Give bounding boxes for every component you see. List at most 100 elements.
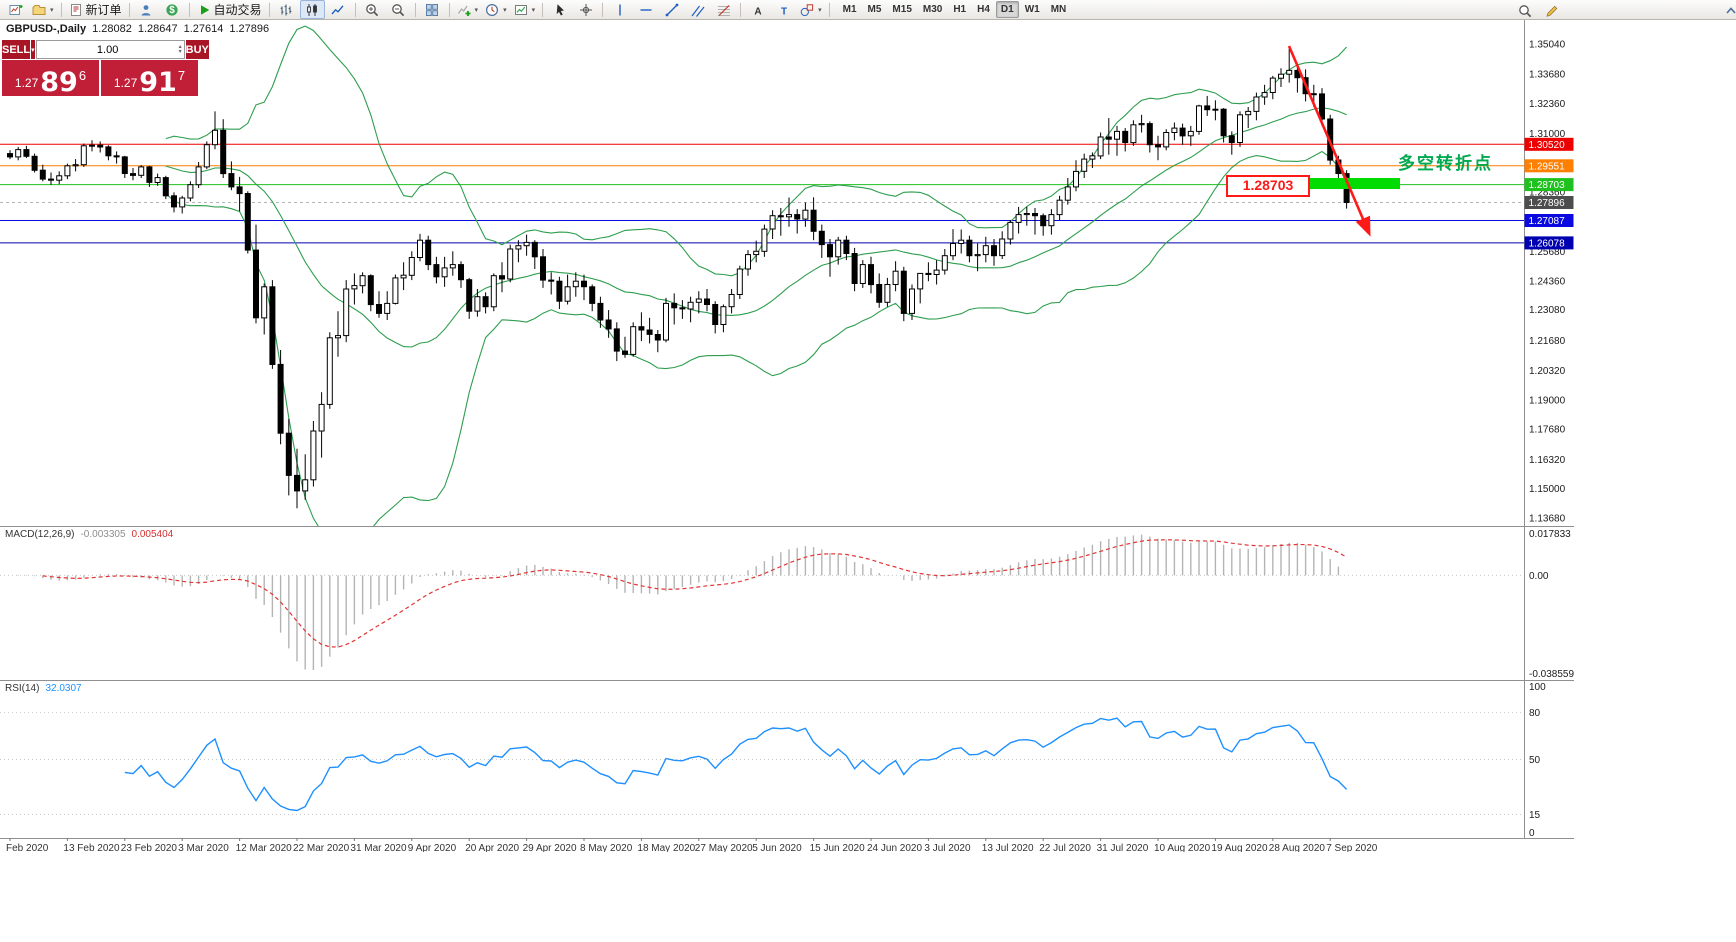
- toolbar-separator: [448, 2, 450, 17]
- zoom-out-button[interactable]: [386, 0, 411, 19]
- bollinger-bands: [165, 25, 1348, 526]
- date-label: 3 Jul 2020: [924, 843, 971, 852]
- search-icon: [1518, 4, 1531, 17]
- chart-window[interactable]: 1.35040 1.33680 1.32360 1.31000 1.28360 1.256…: [0, 20, 1736, 942]
- price-level-badge: [1524, 137, 1574, 151]
- chart-candles-button[interactable]: [299, 0, 325, 19]
- text-label-button[interactable]: T: [771, 0, 796, 19]
- tile-windows-button[interactable]: [420, 0, 445, 19]
- price-scale[interactable]: 1.35040 1.33680 1.32360 1.31000 1.28360 1.256…: [1524, 40, 1575, 840]
- macd-signal-value: 0.005404: [131, 529, 174, 540]
- timeframe-m30-button[interactable]: M30: [922, 4, 943, 15]
- cursor-button[interactable]: [547, 0, 572, 19]
- sell-button[interactable]: SELL: [2, 40, 31, 59]
- search-button[interactable]: [1512, 1, 1537, 20]
- channel-icon: [691, 5, 705, 17]
- new-chart-button[interactable]: [3, 0, 28, 19]
- time-scale[interactable]: Feb 2020 13 Feb 2020 23 Feb 2020 3 Mar 2020…: [6, 838, 1378, 852]
- profiles-icon: [32, 4, 46, 15]
- rsi-pane[interactable]: [0, 711, 1524, 815]
- macd-pane[interactable]: [0, 534, 1524, 670]
- chart-bars-button[interactable]: [274, 0, 299, 19]
- price-level-badge: [1524, 196, 1574, 209]
- community-button[interactable]: [134, 0, 159, 19]
- price-level-badge-label: 1.27896: [1529, 198, 1566, 209]
- timeframe-h4-button[interactable]: H4: [977, 4, 990, 15]
- timeframe-d1-button[interactable]: D1: [995, 1, 1019, 18]
- rsi-line: [124, 717, 1348, 812]
- chart-canvas[interactable]: 1.35040 1.33680 1.32360 1.31000 1.28360 1.256…: [0, 20, 1574, 852]
- shapes-icon: [800, 3, 814, 16]
- timeframe-h1-button[interactable]: H1: [953, 4, 967, 15]
- sell-price-big: 89: [40, 67, 78, 98]
- scroll-up-button[interactable]: [1718, 1, 1736, 20]
- chart-new-icon: [9, 4, 22, 15]
- price-level-badge-label: 1.28703: [1529, 180, 1566, 191]
- timeframe-m5-button[interactable]: M5: [867, 4, 882, 15]
- fibonacci-button[interactable]: [711, 0, 736, 19]
- timeframe-w1-button[interactable]: W1: [1024, 4, 1040, 15]
- macd-indicator-label: MACD(12,26,9) -0.003305 0.005404: [5, 529, 173, 540]
- turning-point-annotation[interactable]: 多空转折点: [1398, 154, 1493, 174]
- indicators-button[interactable]: ▾: [454, 0, 482, 19]
- downtrend-arrow[interactable]: [1287, 45, 1371, 237]
- periods-button[interactable]: ▾: [482, 0, 510, 19]
- date-label: 3 Mar 2020: [178, 843, 229, 852]
- arrows-button[interactable]: ▾: [797, 0, 825, 19]
- buy-button[interactable]: BUY: [185, 40, 209, 59]
- price-level-badge: [1524, 236, 1574, 250]
- profiles-button[interactable]: ▾: [29, 0, 57, 19]
- buy-price-big: 91: [139, 67, 177, 98]
- market-icon: $: [166, 3, 178, 16]
- trendline-button[interactable]: [659, 0, 684, 19]
- templates-button[interactable]: ▾: [511, 0, 539, 19]
- toolbar-separator: [188, 2, 190, 17]
- price-tick-label: 1.32360: [1529, 99, 1566, 110]
- price-tick-label: 1.17680: [1529, 425, 1566, 436]
- main-price-pane[interactable]: [0, 25, 1524, 540]
- price-level-badge: [1524, 214, 1574, 227]
- chart-line-button[interactable]: [326, 0, 351, 19]
- timeframe-mn-button[interactable]: MN: [1050, 4, 1067, 15]
- volume-box: ▴▾: [35, 40, 185, 59]
- zoom-in-button[interactable]: [360, 0, 385, 19]
- order-options-caret[interactable]: ▾: [31, 40, 35, 59]
- horizontal-line-button[interactable]: [633, 0, 658, 19]
- sell-price-prefix: 1.27: [14, 76, 39, 90]
- text-button[interactable]: A: [745, 0, 770, 19]
- price-callout-box[interactable]: 1.28703: [1226, 175, 1310, 197]
- market-button[interactable]: $: [160, 0, 185, 19]
- channel-button[interactable]: [685, 0, 710, 19]
- volume-input[interactable]: [36, 43, 179, 56]
- timeframe-m15-button[interactable]: M15: [892, 4, 912, 15]
- tile-icon: [426, 3, 439, 16]
- dropdown-caret-icon: ▾: [50, 6, 54, 14]
- timeframe-m1-button[interactable]: M1: [842, 4, 857, 15]
- date-label: 22 Mar 2020: [293, 843, 350, 852]
- dropdown-caret-icon: ▾: [503, 6, 507, 14]
- buy-price-button[interactable]: 1.27 91 7: [101, 60, 198, 96]
- new-order-button[interactable]: 新订单: [66, 0, 125, 19]
- price-tick-label: 1.13680: [1529, 514, 1566, 525]
- price-level-badge-label: 1.30520: [1529, 140, 1566, 151]
- close-value: 1.27896: [229, 23, 270, 35]
- vertical-line-button[interactable]: [607, 0, 632, 19]
- hline-icon: [640, 8, 652, 11]
- pane-separators[interactable]: [0, 20, 1574, 839]
- symbol-period-label: GBPUSD-,Daily: [6, 23, 87, 35]
- date-label: 31 Jul 2020: [1097, 843, 1149, 852]
- date-label: 7 Sep 2020: [1326, 843, 1378, 852]
- rsi-tick-label: 100: [1529, 682, 1546, 693]
- date-label: 27 May 2020: [695, 843, 753, 852]
- quick-edit-button[interactable]: [1539, 1, 1564, 20]
- crosshair-icon: [579, 3, 592, 16]
- dropdown-caret-icon: ▾: [818, 6, 822, 14]
- price-level-badge: [1524, 178, 1574, 192]
- volume-spinner[interactable]: ▴ ▾: [178, 43, 182, 55]
- sell-price-button[interactable]: 1.27 89 6: [2, 60, 99, 96]
- crosshair-button[interactable]: [573, 0, 598, 19]
- low-value: 1.27614: [183, 23, 224, 35]
- autotrade-button[interactable]: 自动交易: [194, 0, 265, 19]
- support-highlight-bar[interactable]: [1308, 178, 1400, 189]
- date-label: 9 Apr 2020: [408, 843, 457, 852]
